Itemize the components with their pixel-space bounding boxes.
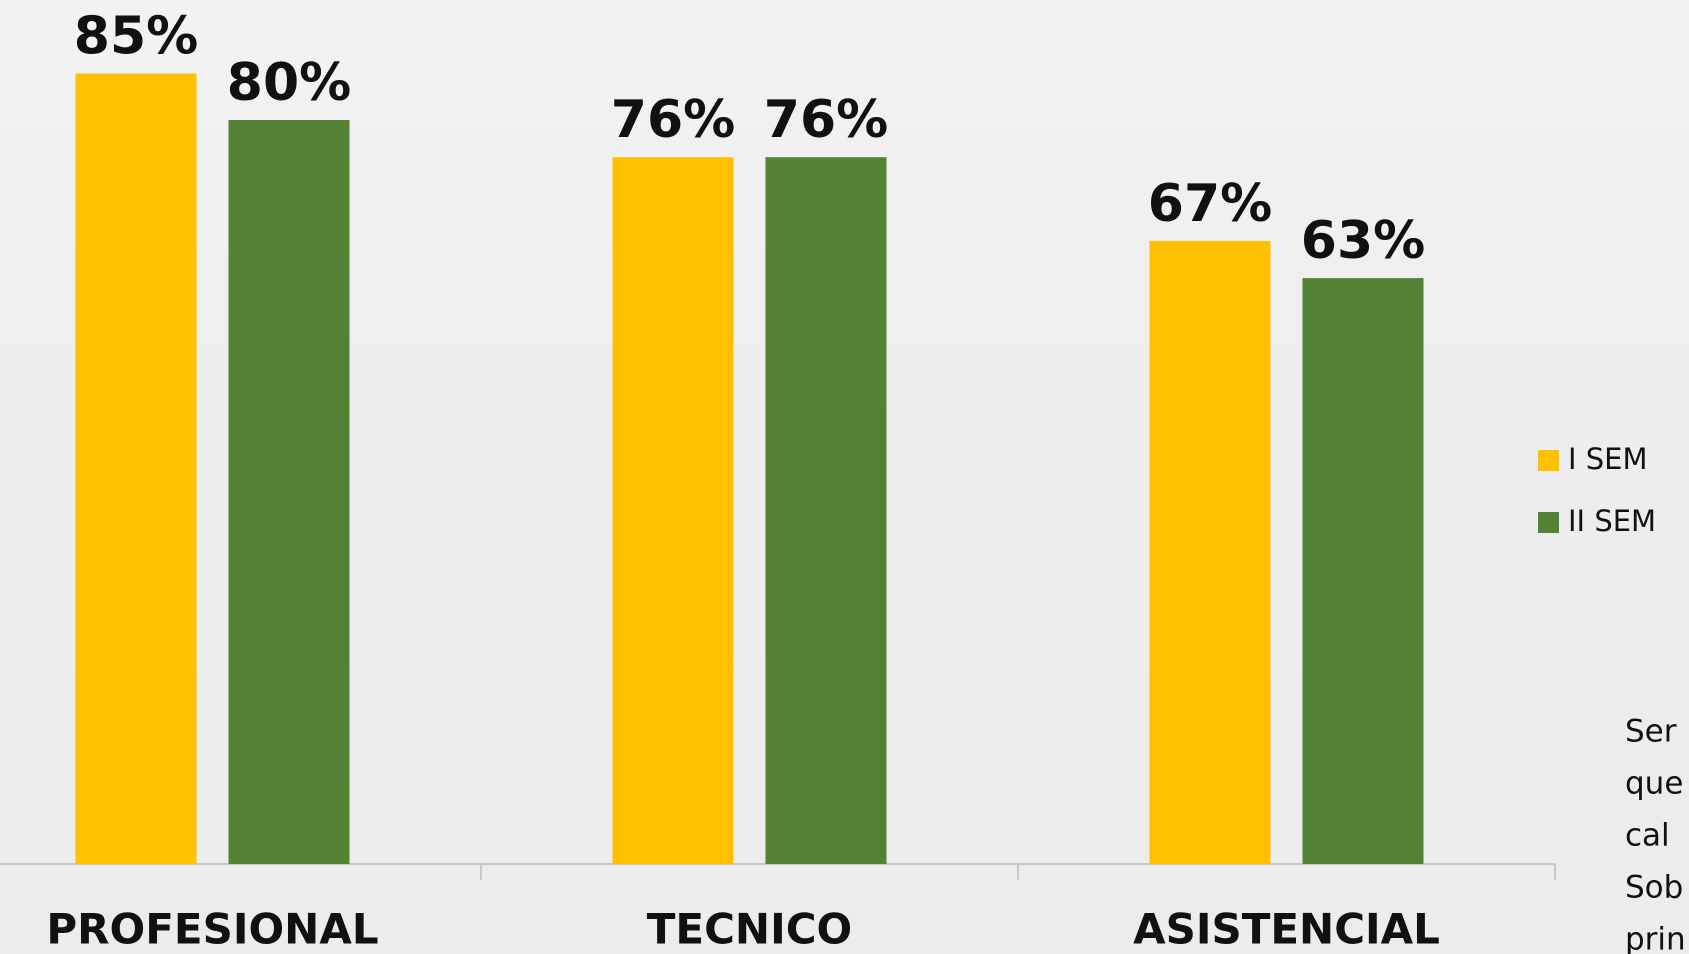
note-text: prin [1625, 922, 1686, 954]
bar [1149, 240, 1271, 864]
legend-label: I SEM [1568, 442, 1648, 476]
x-tick-label: PROFESIONAL [46, 905, 378, 954]
note-text: Sob [1625, 870, 1683, 906]
legend-label: II SEM [1568, 504, 1656, 538]
value-label: 80% [227, 53, 351, 113]
legend-swatch [1538, 512, 1559, 533]
value-label: 85% [74, 7, 198, 67]
bar [1302, 278, 1424, 865]
note-text: Ser [1625, 714, 1677, 750]
note-text: que [1625, 766, 1683, 802]
bar [75, 73, 197, 864]
x-tick-label: ASISTENCIAL [1133, 905, 1440, 954]
bar [612, 157, 734, 864]
bar [228, 120, 350, 864]
bar [765, 157, 887, 864]
value-label: 63% [1301, 211, 1425, 271]
x-tick-label: TECNICO [647, 905, 852, 954]
note-text: cal [1625, 818, 1670, 854]
value-label: 67% [1148, 174, 1272, 234]
value-label: 76% [764, 90, 888, 150]
legend-swatch [1538, 450, 1559, 471]
value-label: 76% [611, 90, 735, 150]
